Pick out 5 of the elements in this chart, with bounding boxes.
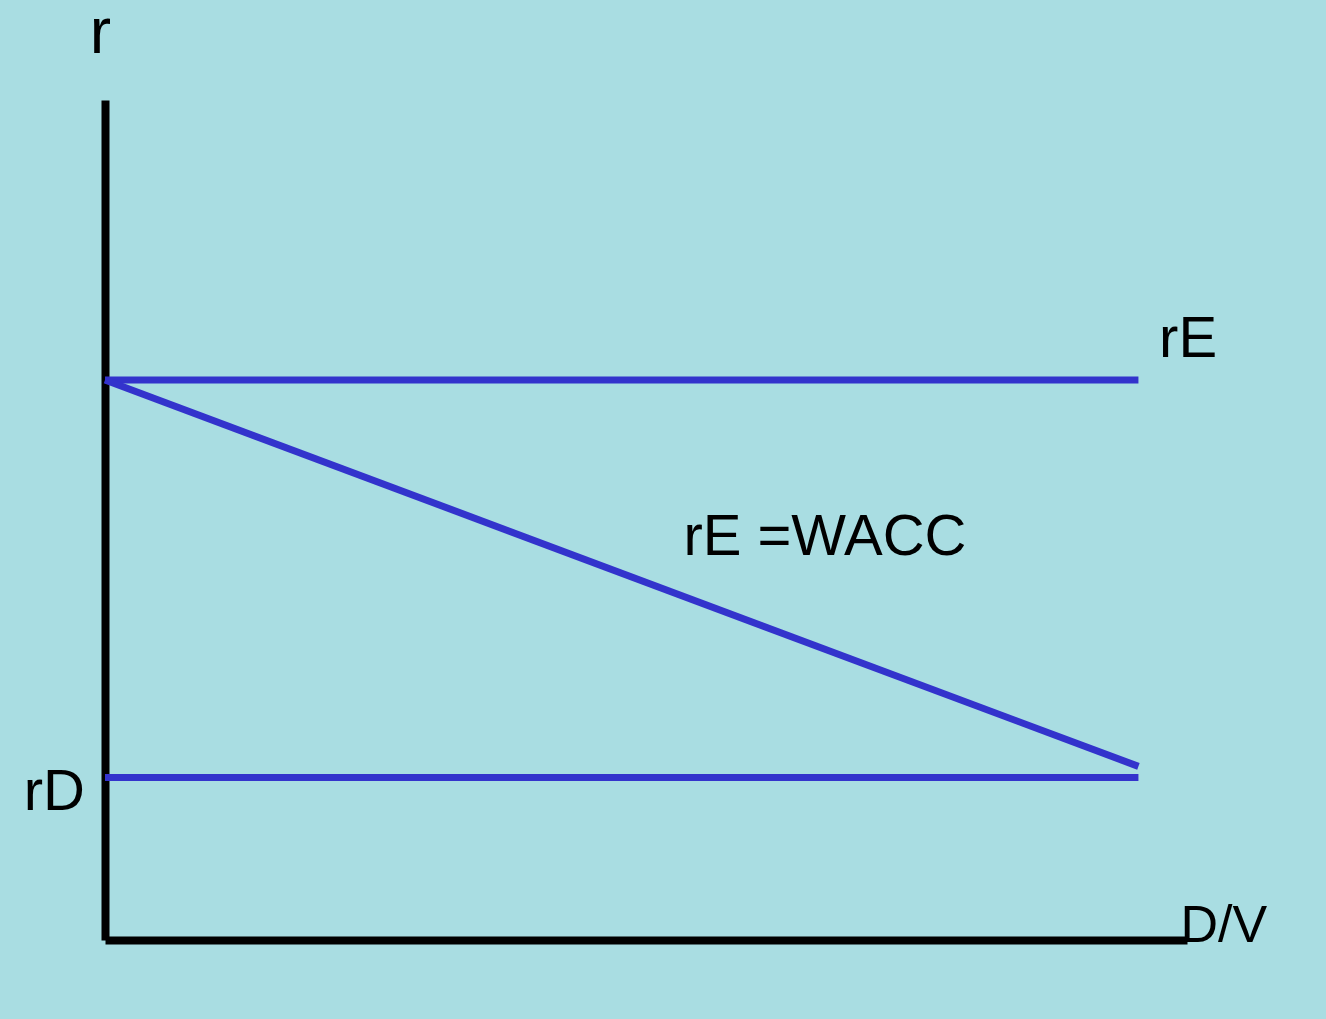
y-axis-title: r [89,0,112,67]
series-label: rD [23,756,85,822]
series-label: rE =WACC [683,501,967,567]
x-axis-title: D/V [1180,894,1268,953]
series-label: rE [1159,304,1218,369]
